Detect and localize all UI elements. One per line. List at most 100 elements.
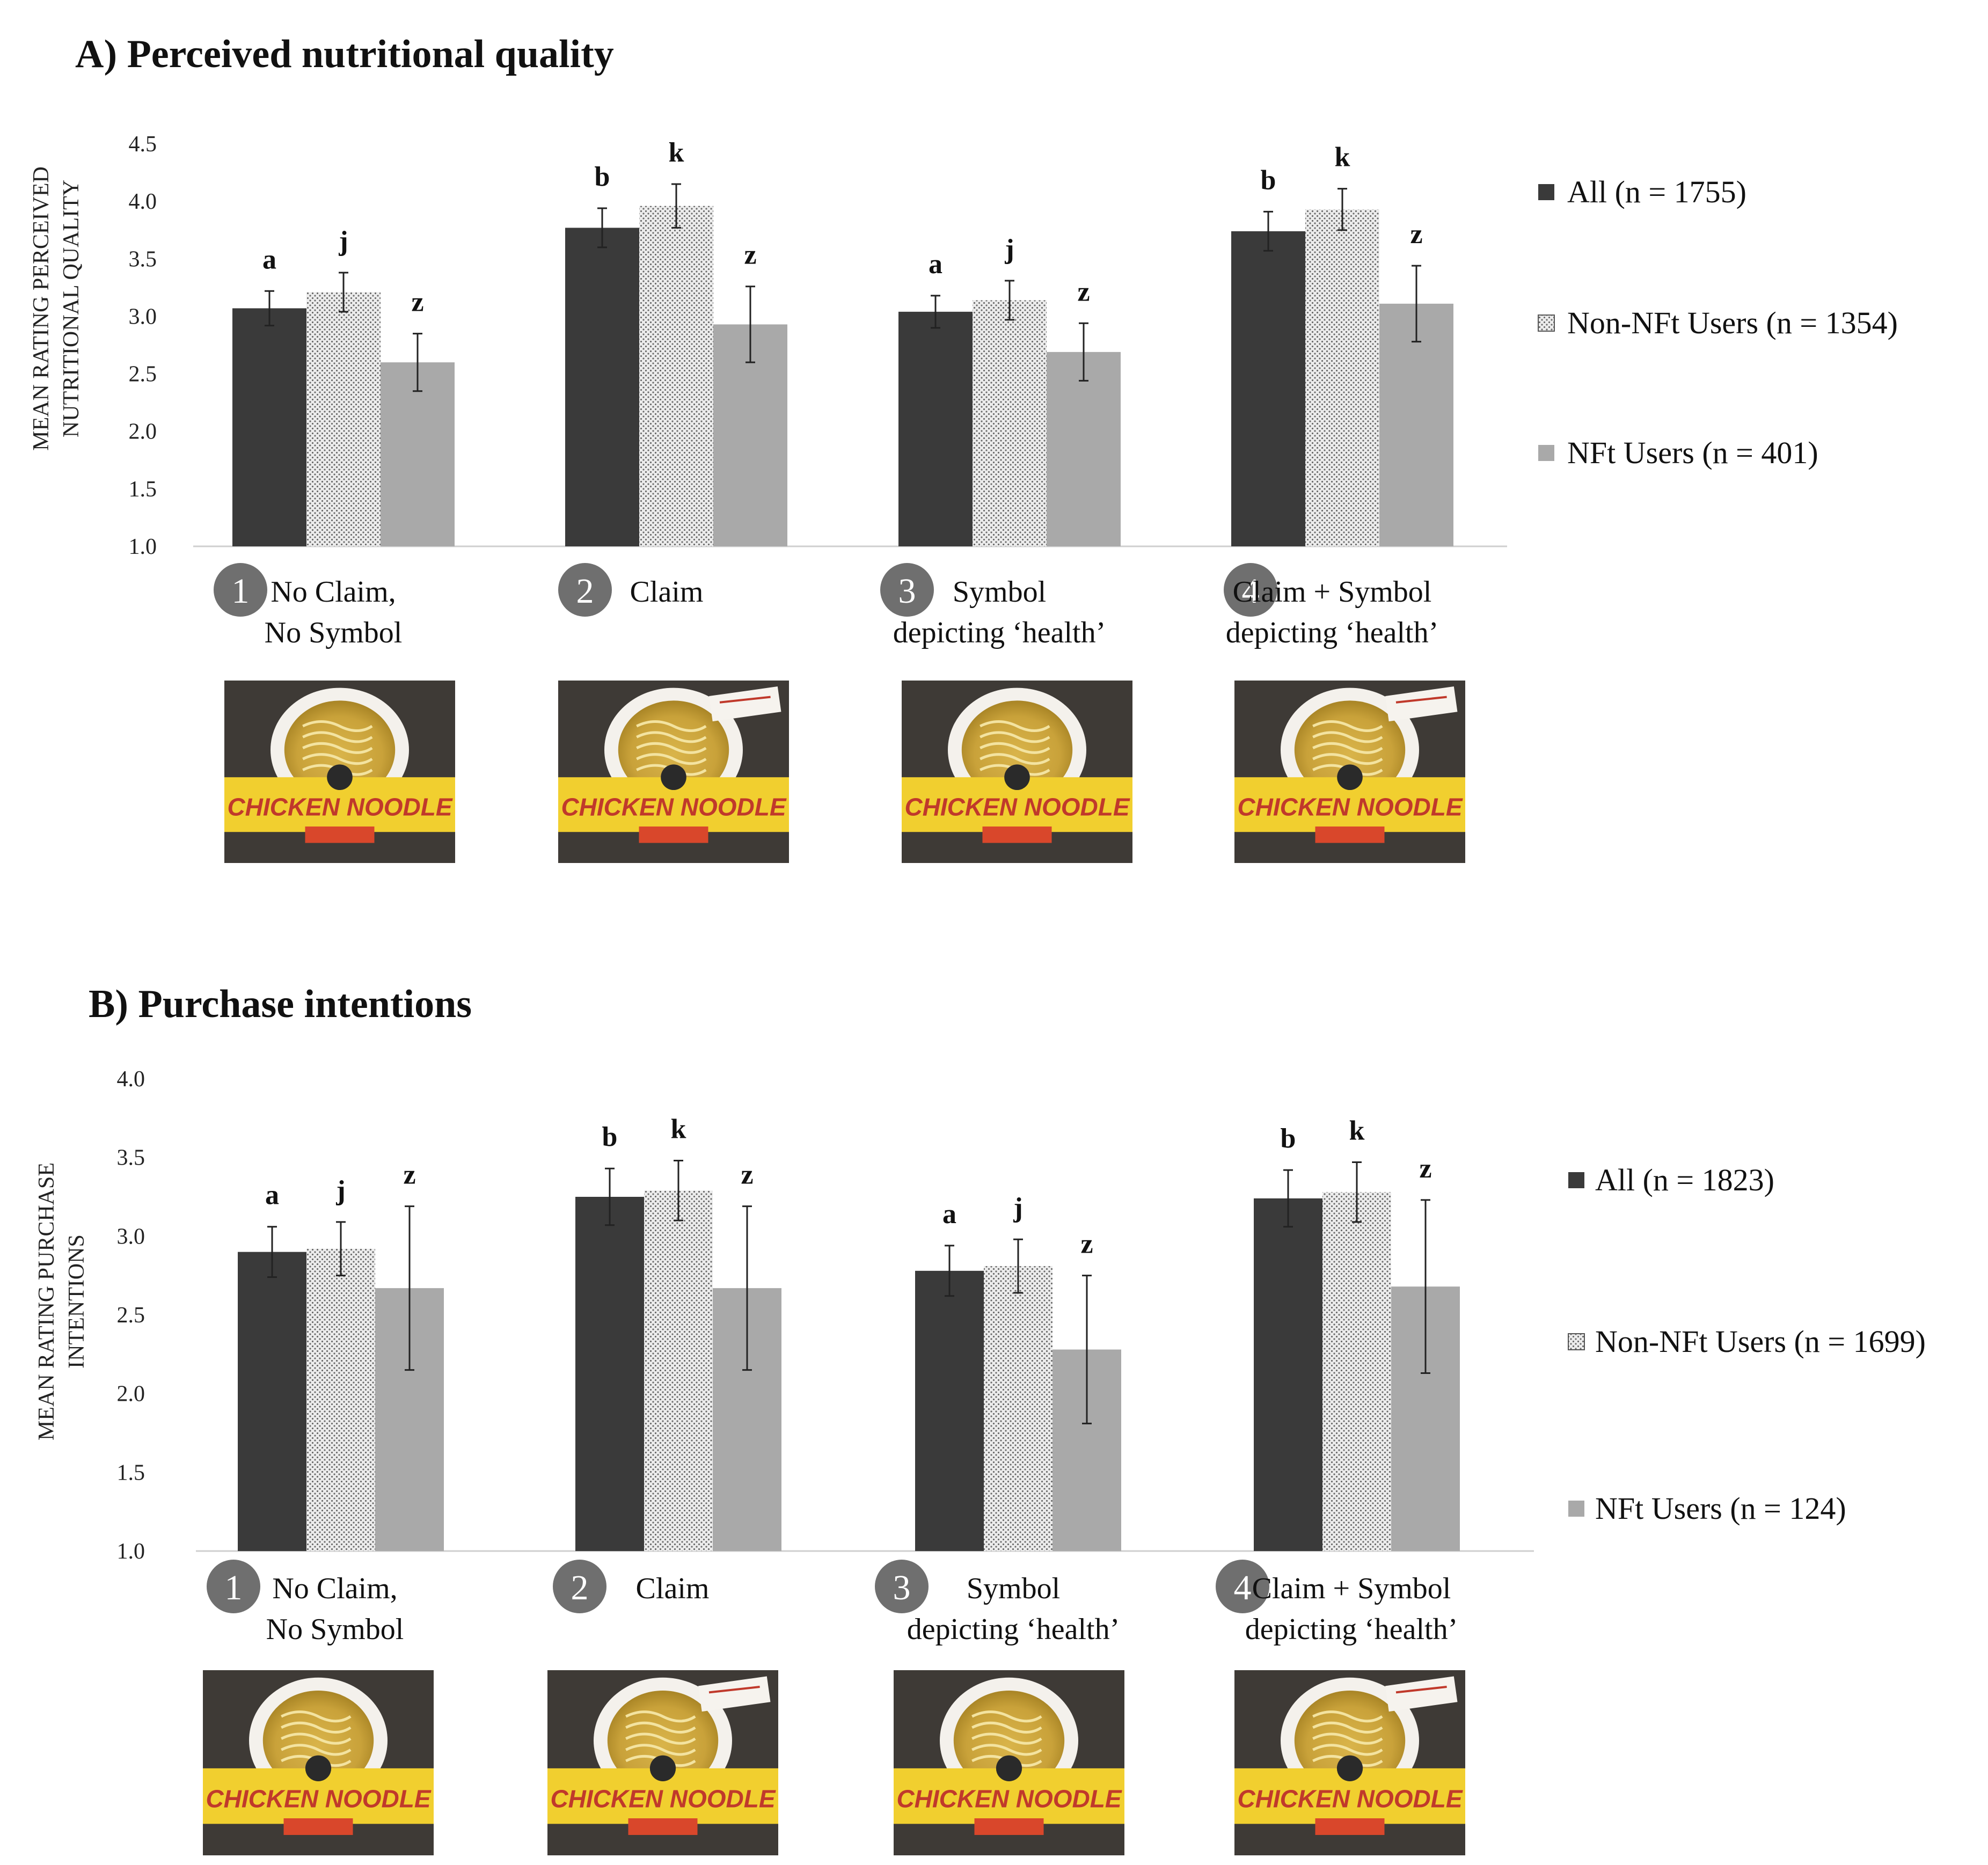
y-tick-label: 3.5	[117, 1146, 145, 1171]
y-tick-label: 1.5	[117, 1460, 145, 1485]
bar-non_nft-4	[1322, 1192, 1391, 1551]
y-tick-label: 3.0	[117, 1224, 145, 1249]
noodle	[980, 720, 1050, 732]
package-label: CHICKEN NOODLE	[904, 793, 1130, 821]
package-label: CHICKEN NOODLE	[206, 1784, 431, 1812]
significance-letter: k	[1335, 142, 1350, 173]
panel-a-ylabel-line2: NUTRITIONAL QUALITY	[59, 180, 84, 437]
package-image-3: CHICKEN NOODLE	[894, 1670, 1124, 1855]
panel-b-legend: All (n = 1823) Non-NFt Users (n = 1699) NF…	[1568, 1162, 1926, 1526]
y-tick-label: 2.5	[117, 1303, 145, 1328]
significance-letter: z	[744, 240, 756, 270]
panel-a-ylabel-line1: MEAN RATING PERCEIVED	[29, 166, 54, 451]
category-label: Symbol	[967, 1572, 1060, 1605]
noodle	[625, 1732, 696, 1745]
y-tick-label: 1.0	[129, 535, 157, 559]
legend-label-non_nft: Non-NFt Users (n = 1354)	[1567, 305, 1898, 340]
significance-letter: j	[1004, 234, 1014, 265]
claim-tag	[1385, 1676, 1458, 1712]
y-tick-label: 2.0	[117, 1382, 145, 1407]
noodle	[971, 1721, 1042, 1734]
brand-logo	[1336, 1755, 1363, 1782]
category-label: No Symbol	[265, 616, 403, 649]
panel-b-ylabel: MEAN RATING PURCHASE INTENTIONS	[34, 1162, 89, 1440]
bar-non_nft-4	[1305, 209, 1379, 547]
bar-non_nft-2	[644, 1190, 713, 1551]
panel-a-packages: CHICKEN NOODLE CHICKEN NOODLE CHICKEN NOOD…	[224, 681, 1465, 863]
brand-logo	[305, 1755, 332, 1782]
noodle	[281, 1721, 352, 1734]
legend-swatch-non_nft	[1568, 1333, 1585, 1350]
package-image-4: CHICKEN NOODLE	[1234, 681, 1465, 863]
package-image-2: CHICKEN NOODLE	[558, 681, 789, 863]
significance-letter: k	[669, 137, 684, 168]
category-number: 1	[225, 1568, 243, 1607]
claim-tag-text-line	[1395, 696, 1447, 704]
bar-non_nft-3	[973, 300, 1047, 546]
soup	[1294, 1690, 1406, 1791]
panel-b-ylabel-line2: INTENTIONS	[64, 1234, 89, 1369]
y-tick-label: 4.0	[117, 1067, 145, 1092]
significance-letter: b	[1281, 1123, 1296, 1154]
legend-label-all: All (n = 1755)	[1567, 174, 1746, 209]
legend-label-nft: NFt Users (n = 124)	[1595, 1491, 1846, 1526]
soup	[961, 700, 1073, 799]
package-ribbon	[283, 1818, 353, 1835]
category-label: depicting ‘health’	[893, 616, 1106, 649]
package-ribbon	[305, 827, 375, 843]
significance-letter: z	[1419, 1153, 1431, 1184]
significance-letter: z	[741, 1160, 753, 1190]
package-label: CHICKEN NOODLE	[1237, 793, 1463, 821]
noodle	[302, 742, 373, 754]
category-number-circle	[875, 1560, 929, 1613]
panel-b: B) Purchase intentions MEAN RATING PURCH…	[34, 982, 1926, 1855]
noodle	[302, 731, 373, 743]
legend-label-non_nft: Non-NFt Users (n = 1699)	[1595, 1324, 1926, 1359]
category-label: No Symbol	[266, 1613, 404, 1646]
panel-b-title: B) Purchase intentions	[89, 982, 472, 1026]
category-label: depicting ‘health’	[907, 1613, 1120, 1646]
bar-all-2	[565, 228, 639, 546]
y-tick-label: 2.0	[129, 420, 157, 444]
claim-tag-text-line	[719, 696, 771, 704]
legend-swatch-nft	[1538, 445, 1554, 461]
noodle	[980, 742, 1050, 754]
category-label: Claim + Symbol	[1252, 1572, 1451, 1605]
y-tick-label: 2.5	[129, 362, 157, 387]
significance-letter: z	[403, 1160, 415, 1190]
noodle	[281, 1710, 352, 1723]
legend-swatch-all	[1538, 184, 1554, 200]
claim-tag	[698, 1676, 771, 1712]
legend-swatch-non_nft	[1538, 315, 1555, 332]
noodle	[980, 753, 1050, 765]
panel-a-ylabel: MEAN RATING PERCEIVED NUTRITIONAL QUALIT…	[29, 166, 84, 451]
bar-nft-1	[381, 362, 455, 546]
category-number-circle	[1224, 563, 1277, 617]
soup	[953, 1690, 1065, 1791]
brand-logo	[996, 1755, 1022, 1782]
significance-letter: a	[265, 1180, 279, 1211]
significance-letter: j	[1013, 1193, 1022, 1223]
significance-letter: z	[1410, 219, 1422, 250]
category-number-circle	[1216, 1560, 1269, 1613]
bar-nft-4	[1379, 303, 1453, 546]
category-number: 4	[1234, 1568, 1252, 1607]
noodle	[625, 1710, 696, 1723]
package-image-4: CHICKEN NOODLE	[1234, 1670, 1465, 1855]
y-tick-label: 3.0	[129, 304, 157, 329]
panel-a-categories: 1 No Claim, No Symbol 2 Claim 3 Symbol depictin…	[214, 563, 1438, 649]
category-label: Symbol	[953, 575, 1046, 609]
panel-a-y-ticks: 1.0 1.5 2.0 2.5 3.0 3.5 4.0 4.5	[129, 132, 157, 559]
noodle	[302, 753, 373, 765]
package-ribbon	[1315, 827, 1385, 843]
noodle	[636, 720, 707, 732]
panel-a-legend: All (n = 1755) Non-NFt Users (n = 1354) NF…	[1538, 174, 1898, 470]
package-image-1: CHICKEN NOODLE	[224, 681, 455, 863]
significance-letter: z	[1077, 276, 1090, 307]
category-label: depicting ‘health’	[1226, 616, 1439, 649]
bar-all-3	[915, 1270, 984, 1551]
package-label: CHICKEN NOODLE	[1237, 1784, 1463, 1812]
panel-a-title: A) Perceived nutritional quality	[75, 32, 614, 76]
bar-non_nft-2	[639, 206, 713, 546]
